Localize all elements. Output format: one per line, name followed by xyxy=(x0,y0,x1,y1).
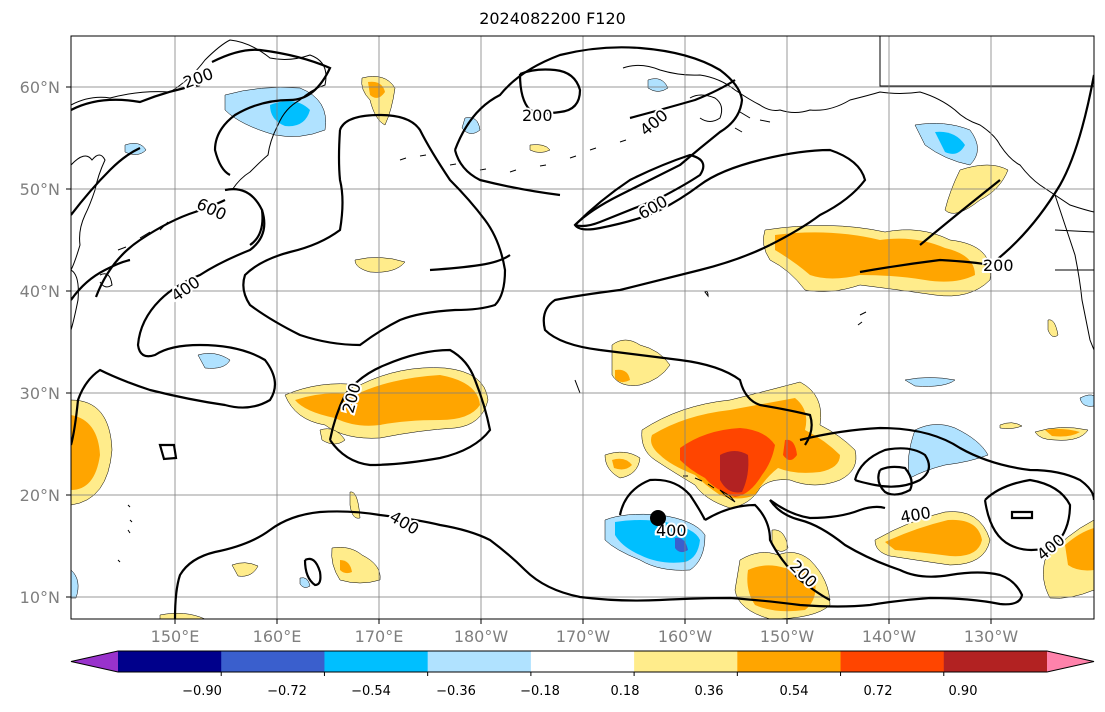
colorbar-label: −0.72 xyxy=(267,684,307,699)
lon-label: 140°W xyxy=(862,627,917,646)
lon-label: 180°W xyxy=(454,627,509,646)
axis-ticks xyxy=(66,86,992,624)
lat-label: 50°N xyxy=(20,180,60,199)
colorbar-segment xyxy=(221,651,325,672)
colorbar-label: 0.72 xyxy=(864,684,893,699)
contour-label: 200 xyxy=(983,256,1014,275)
lat-label: 30°N xyxy=(20,384,60,403)
colorbar-label: 0.90 xyxy=(949,684,978,699)
lat-label: 10°N xyxy=(20,588,60,607)
lon-label: 160°E xyxy=(253,627,302,646)
colorbar-label: −0.90 xyxy=(182,684,222,699)
anomaly-shading xyxy=(71,76,1094,619)
lat-label: 40°N xyxy=(20,282,60,301)
lon-label: 160°W xyxy=(658,627,713,646)
lat-label: 20°N xyxy=(20,486,60,505)
longitude-labels: 150°E 160°E 170°E 180°W 170°W 160°W 150°… xyxy=(151,627,1019,646)
storm-position-marker xyxy=(650,510,666,526)
contour-label: 200 xyxy=(522,106,553,125)
colorbar-segment xyxy=(427,651,532,672)
lon-label: 150°E xyxy=(151,627,200,646)
lon-label: 130°W xyxy=(964,627,1019,646)
lon-label: 170°W xyxy=(556,627,611,646)
map-title: 2024082200 F120 xyxy=(479,9,626,28)
colorbar-segment xyxy=(943,651,1048,672)
colorbar-segment xyxy=(118,651,222,672)
contour-label: 400 xyxy=(656,521,687,540)
colorbar-label: −0.36 xyxy=(436,684,476,699)
lat-label: 60°N xyxy=(20,78,60,97)
colorbar xyxy=(70,650,1095,676)
colorbar-segment xyxy=(530,651,635,672)
colorbar-extend-min xyxy=(71,651,118,672)
colorbar-segment xyxy=(840,651,945,672)
colorbar-labels: −0.90 −0.72 −0.54 −0.36 −0.18 0.18 0.36 … xyxy=(182,684,977,699)
colorbar-extend-max xyxy=(1047,651,1094,672)
colorbar-label: 0.18 xyxy=(611,684,640,699)
colorbar-label: −0.18 xyxy=(520,684,560,699)
latitude-labels: 60°N 50°N 40°N 30°N 20°N 10°N xyxy=(20,78,60,607)
colorbar-label: 0.36 xyxy=(695,684,724,699)
contour-lines xyxy=(71,46,1094,619)
colorbar-label: 0.54 xyxy=(780,684,809,699)
lon-label: 150°W xyxy=(760,627,815,646)
colorbar-segment xyxy=(737,651,842,672)
colorbar-segment xyxy=(324,651,429,672)
lon-label: 170°E xyxy=(355,627,404,646)
colorbar-outline xyxy=(70,650,1095,673)
colorbar-label: −0.54 xyxy=(351,684,391,699)
colorbar-segment xyxy=(634,651,738,672)
gridlines xyxy=(71,36,1094,619)
